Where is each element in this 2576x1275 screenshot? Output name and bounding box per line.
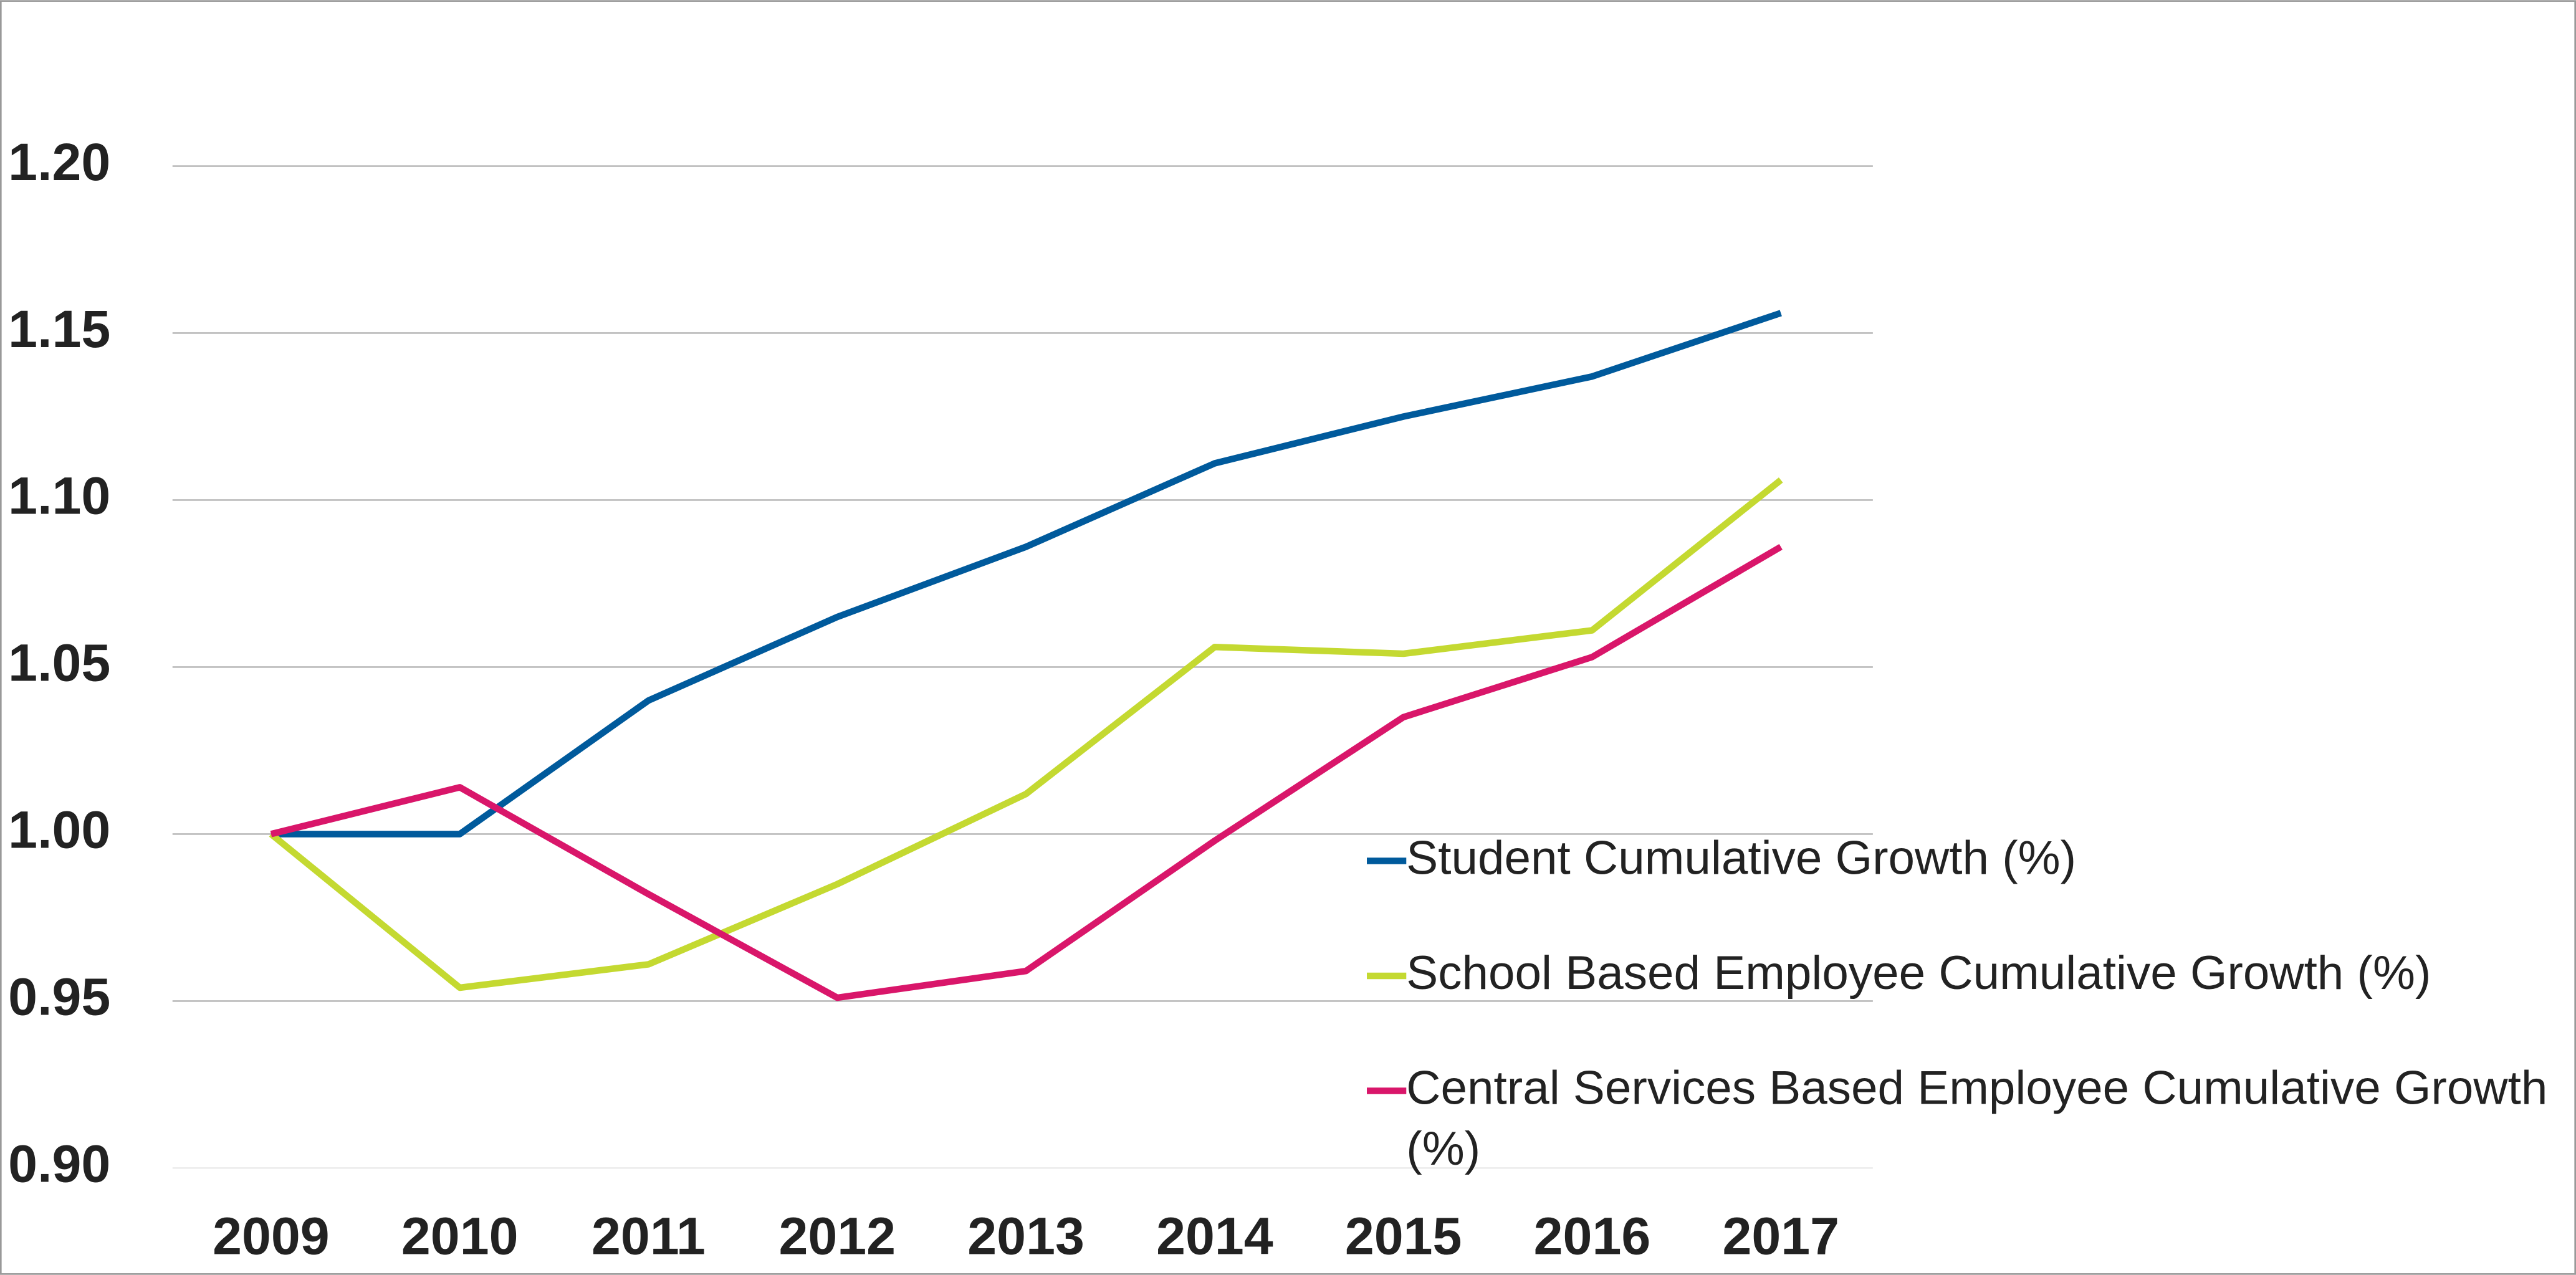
series-line [271, 310, 1782, 838]
y-tick-label: 1.05 [8, 634, 110, 692]
y-tick-label: 0.95 [8, 968, 110, 1026]
x-tick-label: 2011 [591, 1207, 706, 1266]
legend-label: School Based Employee Cumulative Growth … [1406, 948, 2431, 1001]
legend-entry: Central Services Based Employee Cumulati… [1406, 1062, 2548, 1177]
x-tick-label: 2016 [1534, 1207, 1651, 1266]
legend-label: Student Cumulative Growth (%) [1406, 833, 2077, 886]
legend-label: Central Services Based Employee Cumulati… [1406, 1062, 2548, 1177]
y-tick-label: 1.00 [8, 801, 110, 859]
legend-entry: Student Cumulative Growth (%) [1406, 833, 2077, 886]
x-tick-label: 2014 [1156, 1207, 1273, 1266]
y-tick-label: 1.10 [8, 467, 110, 525]
x-tick-label: 2012 [778, 1207, 896, 1266]
x-tick-label: 2009 [213, 1207, 330, 1266]
legend-entry: School Based Employee Cumulative Growth … [1406, 948, 2431, 1001]
y-tick-label: 1.15 [8, 300, 110, 358]
x-tick-label: 2017 [1722, 1207, 1839, 1266]
y-tick-label: 0.90 [8, 1135, 110, 1193]
x-tick-label: 2013 [967, 1207, 1085, 1266]
series-line [270, 543, 1783, 1001]
y-tick-label: 1.20 [8, 133, 110, 191]
series-line [269, 477, 1783, 991]
x-tick-label: 2010 [401, 1207, 519, 1266]
x-tick-label: 2015 [1345, 1207, 1462, 1266]
